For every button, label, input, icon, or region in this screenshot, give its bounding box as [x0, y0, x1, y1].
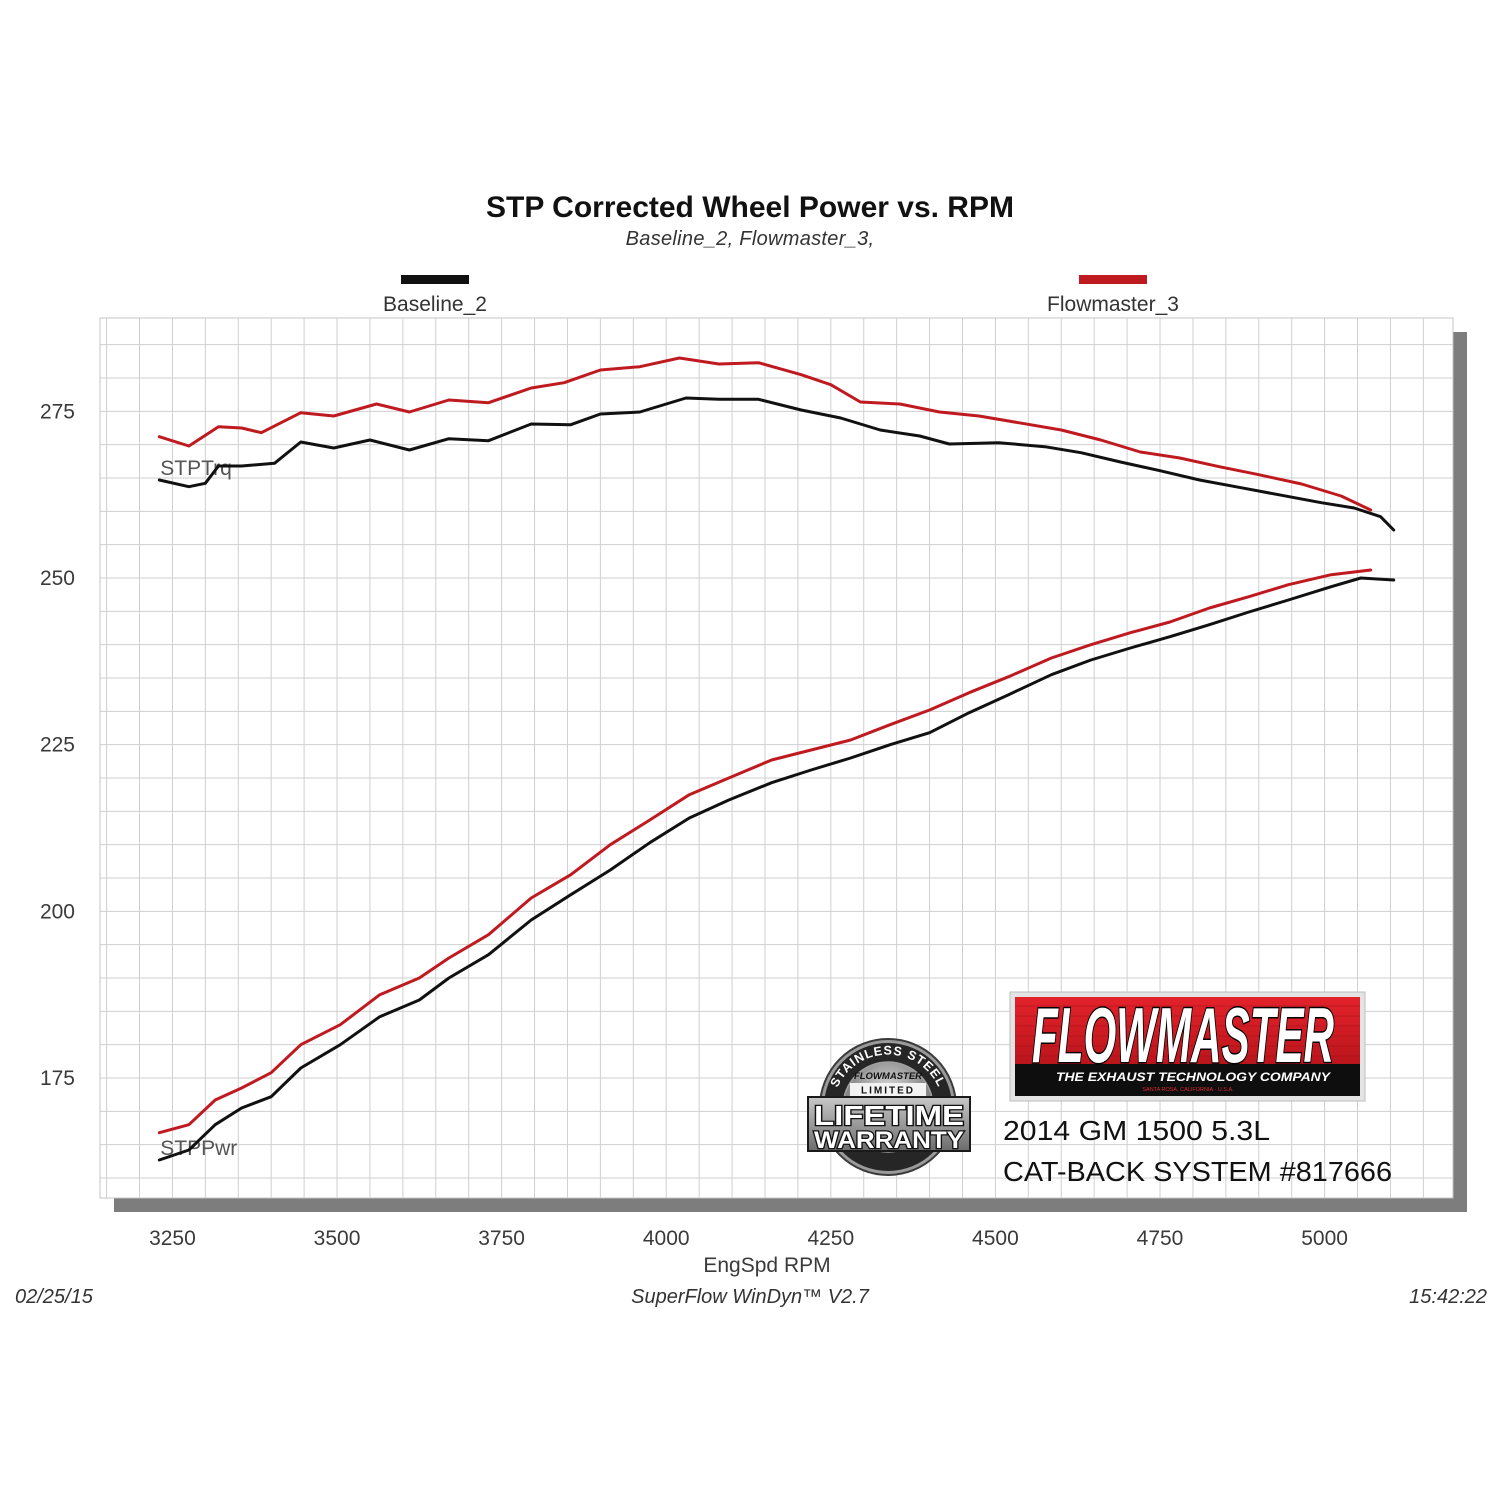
- seal-limited-band: [850, 1083, 926, 1096]
- logo-tagline: THE EXHAUST TECHNOLOGY COMPANY: [1056, 1070, 1331, 1084]
- logo-stripes: [1015, 1005, 1360, 1057]
- x-tick-label: 3500: [314, 1227, 361, 1250]
- chart-subtitle: Baseline_2, Flowmaster_3,: [625, 228, 875, 250]
- y-tick-label: 275: [40, 400, 75, 423]
- series-line-baseline-2-torque: [157, 396, 1396, 532]
- seal-lifetime: LIFETIME: [814, 1100, 964, 1131]
- seal-warranty: WARRANTY: [814, 1127, 964, 1154]
- product-system: CAT-BACK SYSTEM #817666: [1003, 1156, 1392, 1187]
- lifetime-warranty-seal: STAINLESS STEEL FLOWMASTER LIMITED LIFET…: [807, 1038, 971, 1176]
- x-tick-label: 4500: [972, 1227, 1019, 1250]
- x-axis-label: EngSpd RPM: [703, 1254, 830, 1277]
- seal-brand: FLOWMASTER: [854, 1071, 922, 1082]
- seal-banner: [807, 1096, 971, 1152]
- logo-black-band: [1015, 1064, 1360, 1096]
- product-model: 2014 GM 1500 5.3L: [1003, 1115, 1270, 1146]
- footer-date: 02/25/15: [15, 1286, 93, 1308]
- series-line-flowmaster-3-power: [157, 568, 1373, 1135]
- x-tick-label: 5000: [1301, 1227, 1348, 1250]
- y-tick-label: 200: [40, 900, 75, 923]
- series-line-baseline-2-power: [157, 576, 1396, 1162]
- logo-wordmark: FLOWMASTER: [1032, 991, 1334, 1079]
- y-axis-tick-labels: 175 200 225 250 275: [40, 400, 75, 1090]
- legend-entry-baseline: Baseline_2: [315, 275, 555, 317]
- y-tick-label: 225: [40, 734, 75, 757]
- chart-title: STP Corrected Wheel Power vs. RPM: [486, 191, 1014, 224]
- series-line-flowmaster-3-torque: [157, 356, 1373, 512]
- y-tick-label: 250: [40, 567, 75, 590]
- x-tick-label: 4000: [643, 1227, 690, 1250]
- x-axis-tick-labels: 3250 3500 3750 4000 4250 4500 4750 5000: [149, 1227, 1348, 1250]
- legend-swatch-baseline: [401, 275, 469, 284]
- flowmaster-logo: FLOWMASTER THE EXHAUST TECHNOLOGY COMPAN…: [1009, 990, 1366, 1102]
- y-tick-label: 175: [40, 1067, 75, 1090]
- legend-entry-flowmaster: Flowmaster_3: [993, 275, 1233, 317]
- x-tick-label: 4250: [807, 1227, 854, 1250]
- footer-software: SuperFlow WinDyn™ V2.7: [631, 1286, 869, 1308]
- curve-label-torque: STPTrq: [160, 457, 232, 480]
- series-lines: [157, 356, 1396, 1162]
- logo-location: SANTA ROSA, CALIFORNIA · U.S.A.: [1142, 1087, 1234, 1093]
- x-tick-label: 4750: [1137, 1227, 1184, 1250]
- legend-label-baseline: Baseline_2: [383, 293, 487, 316]
- footer-time: 15:42:22: [1409, 1286, 1487, 1308]
- legend-swatch-flowmaster: [1079, 275, 1147, 284]
- x-tick-label: 3250: [149, 1227, 196, 1250]
- x-tick-label: 3750: [478, 1227, 525, 1250]
- seal-limited: LIMITED: [861, 1086, 915, 1097]
- legend-label-flowmaster: Flowmaster_3: [1047, 293, 1179, 316]
